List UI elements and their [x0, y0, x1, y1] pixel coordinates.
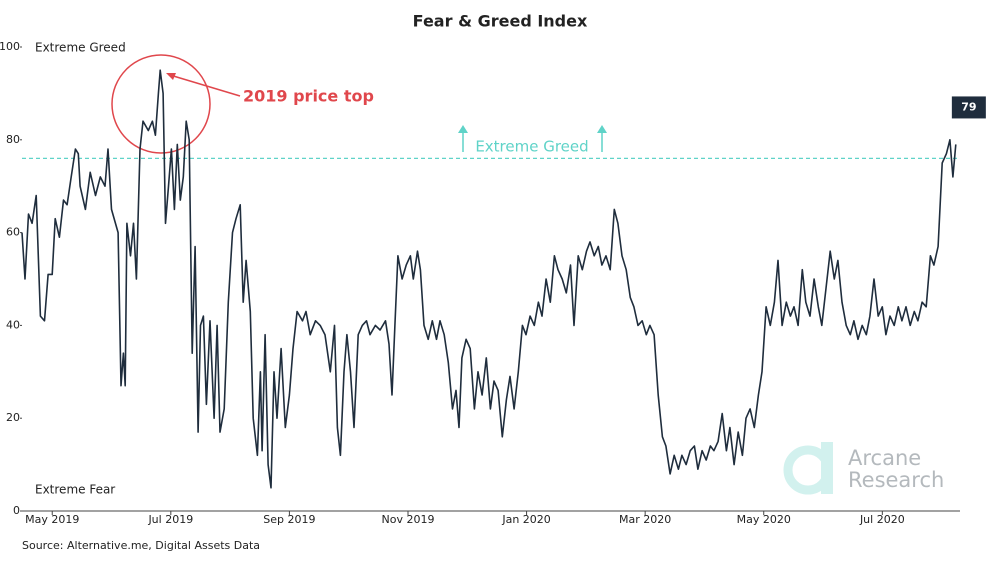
- chart-title: Fear & Greed Index: [413, 12, 588, 31]
- x-tick-label: Sep 2019: [263, 513, 315, 526]
- y-tick-label: 80: [6, 133, 20, 146]
- zone-label: Extreme Fear: [35, 483, 115, 497]
- zone-label: Extreme Greed: [35, 41, 126, 55]
- y-tick-label: 20: [6, 411, 20, 424]
- y-tick-label: 0: [13, 504, 20, 517]
- last-value-label: 79: [961, 100, 976, 113]
- annotation-arrow: [169, 74, 241, 97]
- x-tick-label: Jul 2020: [859, 513, 905, 526]
- x-tick-label: Jul 2019: [147, 513, 193, 526]
- x-tick-label: Mar 2020: [619, 513, 671, 526]
- threshold-label: Extreme Greed: [475, 138, 588, 156]
- series-line: [21, 69, 957, 489]
- annotation: 2019 price top: [243, 87, 374, 106]
- logo: [783, 442, 833, 495]
- arrow-head: [166, 73, 176, 80]
- watermark: Research: [848, 468, 944, 492]
- last-value-box: [951, 96, 986, 119]
- x-tick-label: May 2019: [25, 513, 79, 526]
- highlight-circle: [111, 54, 211, 154]
- x-tick-label: Jan 2020: [501, 513, 550, 526]
- x-tick-label: Nov 2019: [382, 513, 435, 526]
- y-tick-label: 100: [0, 40, 20, 53]
- y-tick-label: 60: [6, 226, 20, 239]
- y-tick-label: 40: [6, 318, 20, 331]
- arrow-head: [458, 125, 468, 133]
- greed-arrows: [462, 130, 603, 152]
- watermark: Arcane: [848, 446, 921, 470]
- x-tick-label: May 2020: [737, 513, 791, 526]
- source: Source: Alternative.me, Digital Assets D…: [22, 539, 260, 552]
- arrow-head: [597, 125, 607, 133]
